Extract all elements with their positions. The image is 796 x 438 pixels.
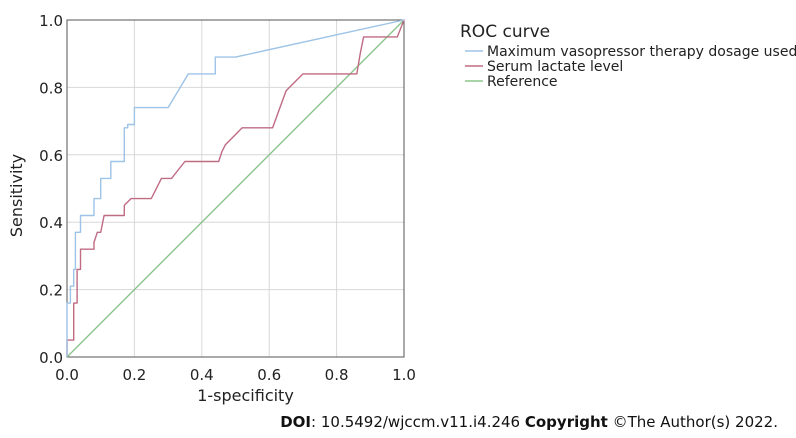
y-tick-label: 0.6: [39, 147, 63, 165]
legend: ROC curve Maximum vasopressor therapy do…: [460, 22, 796, 90]
y-tick-label: 0.2: [39, 282, 63, 300]
footer-citation: DOI: 10.5492/wjccm.v11.i4.246 Copyright …: [280, 413, 778, 431]
tick-labels: 0.0 0.2 0.4 0.6 0.8 1.0 0.0 0.2 0.4 0.6 0.8 1.0: [39, 12, 416, 384]
roc-chart: 0.0 0.2 0.4 0.6 0.8 1.0 0.0 0.2 0.4 0.6 0.8 1.0 1-s…: [7, 12, 796, 405]
series-line-maximum-vasopressor-therapy-dosage-used: [66, 19, 405, 357]
x-tick-label: 1.0: [392, 366, 416, 384]
legend-entry: Reference: [487, 74, 558, 90]
series-line-serum-lactate-level: [66, 19, 405, 357]
x-tick-label: 0.4: [190, 366, 214, 384]
copyright-text: ©The Author(s) 2022.: [607, 413, 778, 431]
series-layer: [66, 19, 405, 358]
doi-value: : 10.5492/wjccm.v11.i4.246: [311, 413, 525, 431]
legend-title: ROC curve: [460, 22, 550, 42]
x-axis-label: 1-specificity: [197, 386, 294, 405]
copyright-label: Copyright: [524, 413, 608, 431]
y-tick-label: 1.0: [39, 12, 63, 30]
y-tick-label: 0.0: [39, 349, 63, 367]
x-tick-label: 0.8: [325, 366, 349, 384]
series-line-reference: [66, 19, 405, 358]
y-axis-label: Sensitivity: [7, 154, 26, 237]
legend-entry: Serum lactate level: [487, 59, 623, 75]
x-tick-label: 0.2: [122, 366, 146, 384]
x-tick-label: 0.6: [257, 366, 281, 384]
legend-entry: Maximum vasopressor therapy dosage used: [487, 44, 796, 60]
y-tick-label: 0.4: [39, 214, 63, 232]
x-tick-label: 0.0: [55, 366, 79, 384]
plot-frame: [66, 19, 405, 358]
y-tick-label: 0.8: [39, 79, 63, 97]
doi-label: DOI: [280, 413, 312, 431]
